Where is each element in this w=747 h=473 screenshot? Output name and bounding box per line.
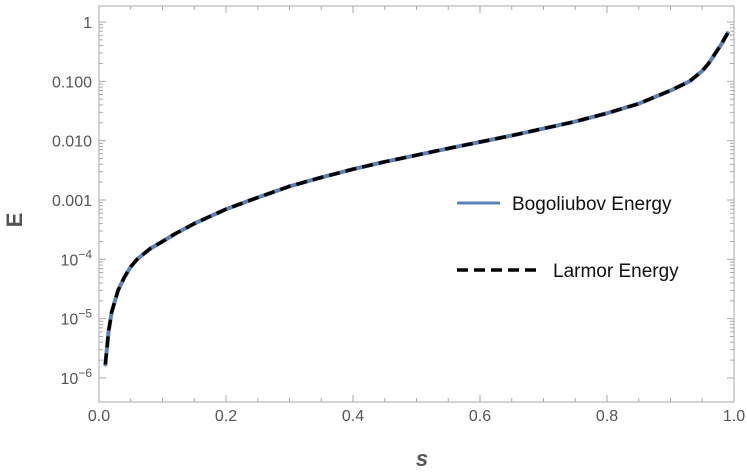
y-tick-label: 1 <box>83 15 92 32</box>
legend: Bogoliubov Energy Larmor Energy <box>457 194 679 282</box>
y-tick-label: 10−4 <box>61 247 93 269</box>
x-axis-title: s <box>416 446 428 471</box>
legend-label-bogoliubov: Bogoliubov Energy <box>512 194 672 215</box>
axis-ticks: 0.0 0.2 0.4 0.6 0.8 1.0 10−6 10−5 10−4 0.001 0.010… <box>52 6 745 425</box>
y-tick-label: 0.100 <box>52 74 92 91</box>
y-axis-title: E <box>2 213 27 228</box>
x-tick-label: 0.6 <box>469 408 491 425</box>
series-line-larmor <box>103 32 730 365</box>
y-tick-label: 0.010 <box>52 134 92 151</box>
legend-label-larmor: Larmor Energy <box>553 261 679 282</box>
x-tick-label: 0.4 <box>342 408 364 425</box>
y-tick-label: 0.001 <box>52 193 92 210</box>
series-layer <box>103 31 730 367</box>
x-tick-label: 0.2 <box>215 408 237 425</box>
y-tick-label: 10−5 <box>61 307 93 329</box>
x-tick-label: 0.0 <box>88 408 110 425</box>
y-tick-label: 10−6 <box>61 366 93 388</box>
x-tick-label: 1.0 <box>723 408 745 425</box>
x-tick-label: 0.8 <box>596 408 618 425</box>
